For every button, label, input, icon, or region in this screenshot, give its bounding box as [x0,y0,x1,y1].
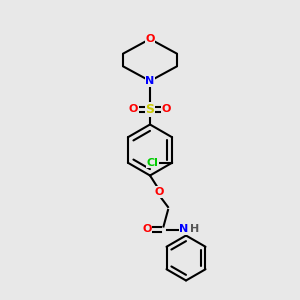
Text: S: S [146,103,154,116]
Text: N: N [179,224,188,235]
Text: O: O [162,104,171,115]
Text: O: O [154,187,164,197]
Text: Cl: Cl [147,158,158,168]
Text: O: O [145,34,155,44]
Text: O: O [142,224,152,235]
Text: N: N [146,76,154,86]
Text: O: O [129,104,138,115]
Text: H: H [190,224,199,235]
